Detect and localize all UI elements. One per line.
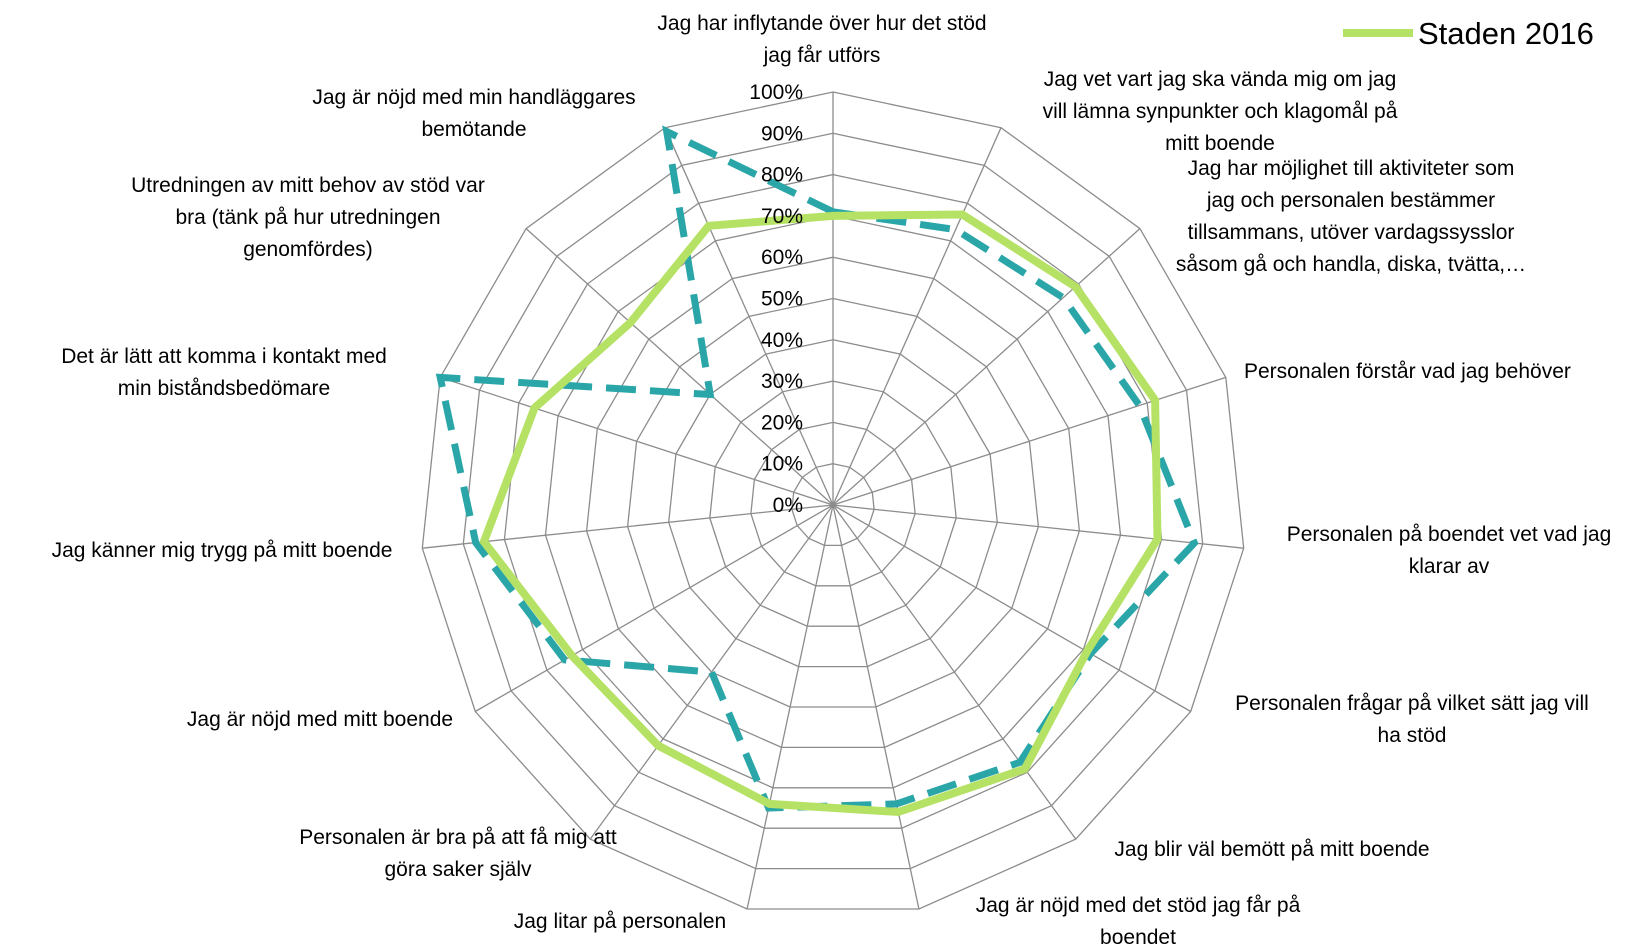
tick-label: 50% xyxy=(761,288,803,311)
category-label-3: Personalen förstår vad jag behöver xyxy=(1244,360,1571,383)
category-label-2: tillsammans, utöver vardagssysslor xyxy=(1188,221,1515,244)
category-label-9: Personalen är bra på att få mig att xyxy=(299,826,617,849)
tick-label: 0% xyxy=(773,494,803,517)
tick-label: 100% xyxy=(749,81,803,104)
category-label-4: Personalen på boendet vet vad jag xyxy=(1287,523,1612,546)
tick-label: 90% xyxy=(761,122,803,145)
category-label-14: bemötande xyxy=(421,118,526,141)
category-label-0: Jag har inflytande över hur det stöd xyxy=(657,12,986,35)
category-label-1: mitt boende xyxy=(1165,132,1275,155)
category-label-2: såsom gå och handla, diska, tvätta,… xyxy=(1176,253,1526,276)
category-label-2: jag och personalen bestämmer xyxy=(1206,189,1495,212)
category-label-6: Jag blir väl bemött på mitt boende xyxy=(1114,838,1429,861)
category-label-7: Jag är nöjd med det stöd jag får på xyxy=(976,894,1301,917)
tick-label: 40% xyxy=(761,329,803,352)
spoke-11 xyxy=(422,504,834,549)
category-labels: Jag har inflytande över hur det stöd jag … xyxy=(52,12,1612,949)
spoke-14 xyxy=(664,127,834,506)
radar-grid xyxy=(421,91,1245,910)
grid-ring-60 xyxy=(585,256,1081,749)
category-label-13: genomfördes) xyxy=(243,238,373,261)
category-label-5: Personalen frågar på vilket sätt jag vil… xyxy=(1235,692,1589,715)
spoke-4 xyxy=(832,504,1244,549)
grid-ring-30 xyxy=(709,380,957,627)
spoke-7 xyxy=(832,504,920,910)
series-line-0 xyxy=(435,125,1199,812)
category-label-8: Jag litar på personalen xyxy=(514,910,726,933)
tick-label: 30% xyxy=(761,370,803,393)
grid-ring-40 xyxy=(668,339,998,668)
category-label-5: ha stöd xyxy=(1378,724,1447,747)
spoke-9 xyxy=(589,504,834,840)
category-label-4: klarar av xyxy=(1409,555,1490,578)
legend-label: Staden 2016 xyxy=(1418,16,1594,51)
grid-ring-10 xyxy=(791,463,875,547)
category-label-2: Jag har möjlighet till aktiviteter som xyxy=(1188,157,1515,180)
tick-label: 70% xyxy=(761,205,803,228)
category-label-7: boendet xyxy=(1100,926,1176,949)
category-label-1: vill lämna synpunkter och klagomål på xyxy=(1043,100,1398,123)
category-label-12: Det är lätt att komma i kontakt med xyxy=(61,345,387,368)
category-label-10: Jag är nöjd med mitt boende xyxy=(187,708,453,731)
tick-label: 60% xyxy=(761,246,803,269)
category-label-12: min biståndsbedömare xyxy=(118,377,330,400)
grid-ring-50 xyxy=(626,297,1040,708)
spoke-3 xyxy=(832,376,1227,506)
spoke-8 xyxy=(746,504,834,910)
grid-ring-20 xyxy=(750,421,916,587)
grid-ring-90 xyxy=(462,132,1204,870)
legend: Staden 2016 xyxy=(1343,16,1594,51)
spoke-12 xyxy=(439,376,834,506)
tick-label: 80% xyxy=(761,164,803,187)
spoke-1 xyxy=(832,127,1002,506)
spoke-10 xyxy=(474,504,834,713)
radar-spokes xyxy=(422,92,1244,910)
series-line-1 xyxy=(479,210,1162,817)
spoke-5 xyxy=(832,504,1192,713)
spoke-6 xyxy=(832,504,1077,840)
spoke-13 xyxy=(525,228,834,506)
tick-label: 20% xyxy=(761,411,803,434)
tick-labels: 0% 10% 20% 30% 40% 50% 60% 70% 80% 90% 100% xyxy=(749,81,803,517)
spoke-2 xyxy=(832,228,1141,506)
category-label-11: Jag känner mig trygg på mitt boende xyxy=(52,539,393,562)
category-label-0: jag får utförs xyxy=(763,44,881,67)
category-label-1: Jag vet vart jag ska vända mig om jag xyxy=(1044,68,1397,91)
category-label-14: Jag är nöjd med min handläggares xyxy=(312,86,635,109)
tick-label: 10% xyxy=(761,453,803,476)
category-label-9: göra saker själv xyxy=(384,858,532,881)
grid-ring-100 xyxy=(421,91,1245,910)
series-layer xyxy=(435,125,1199,817)
category-label-13: Utredningen av mitt behov av stöd var xyxy=(131,174,485,197)
category-label-13: bra (tänk på hur utredningen xyxy=(175,206,440,229)
